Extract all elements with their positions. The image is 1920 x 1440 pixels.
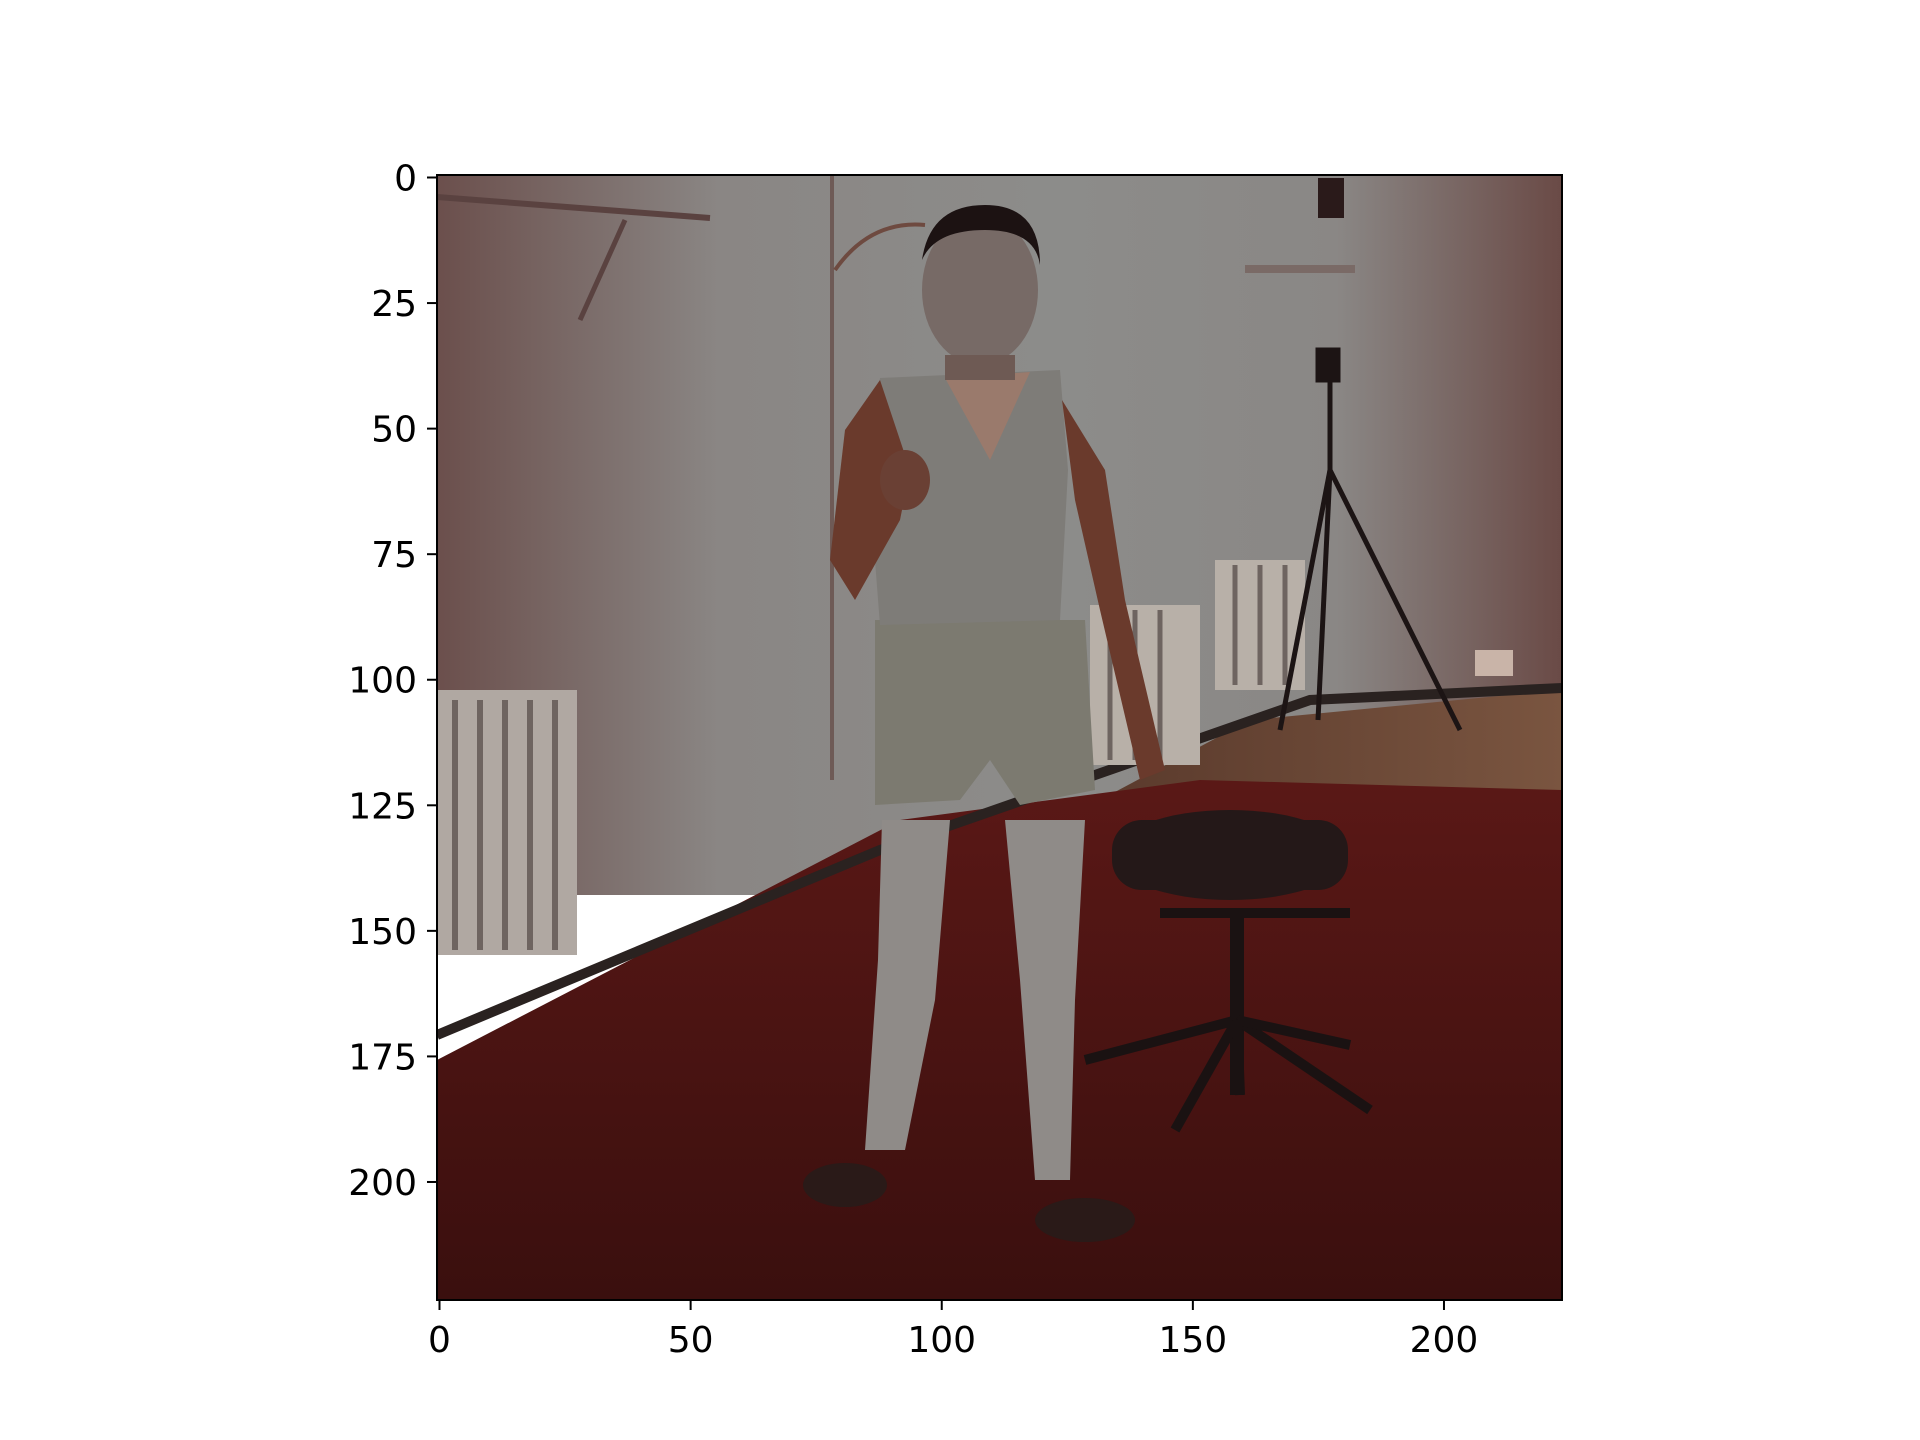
camera <box>1318 178 1344 218</box>
image-content <box>437 175 1562 1300</box>
person <box>803 205 1165 1242</box>
y-tick-label: 75 <box>371 535 417 576</box>
outlet <box>1475 650 1513 676</box>
y-tick-label: 100 <box>348 661 417 702</box>
y-axis: 0 25 50 75 100 125 150 175 200 <box>348 159 437 1204</box>
y-tick-label: 0 <box>394 159 417 200</box>
y-tick-label: 50 <box>371 410 417 451</box>
x-tick-label: 200 <box>1410 1320 1479 1361</box>
tripod <box>1277 347 1463 732</box>
stool <box>1083 810 1373 1133</box>
x-tick-label: 150 <box>1159 1320 1228 1361</box>
y-tick-label: 175 <box>348 1037 417 1078</box>
x-tick-label: 50 <box>668 1320 714 1361</box>
x-tick-label: 100 <box>907 1320 976 1361</box>
x-axis: 0 50 100 150 200 <box>428 1300 1478 1361</box>
axes-frame <box>436 174 1563 1301</box>
x-tick-label: 0 <box>428 1320 451 1361</box>
y-tick-label: 150 <box>348 912 417 953</box>
shelf <box>437 194 711 221</box>
y-tick-label: 200 <box>348 1163 417 1204</box>
baseboard <box>437 683 1562 1040</box>
radiator-left <box>437 690 577 955</box>
y-tick-label: 25 <box>371 284 417 325</box>
wood-floor <box>1100 690 1562 800</box>
y-tick-label: 125 <box>348 786 417 827</box>
